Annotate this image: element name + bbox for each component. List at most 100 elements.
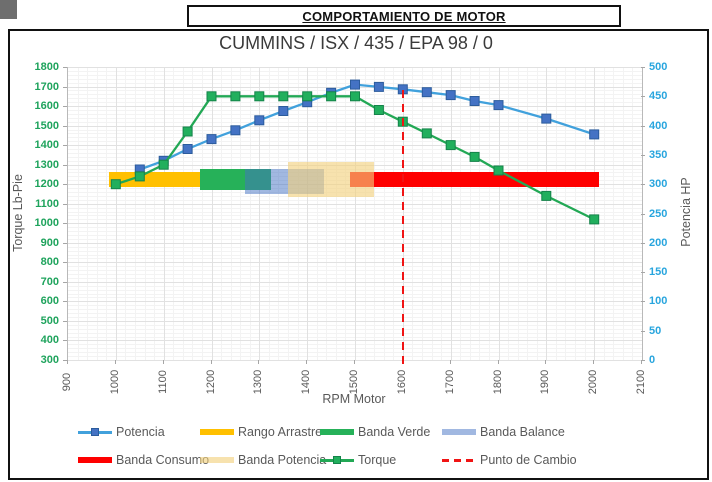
band-banda-consumo <box>350 171 599 188</box>
right-tick <box>641 184 645 186</box>
torque-marker <box>350 91 360 102</box>
right-tick <box>641 154 645 156</box>
potencia-marker <box>373 81 384 92</box>
torque-marker-swatch <box>333 456 341 464</box>
bottom-tick <box>210 360 212 364</box>
left-tick <box>63 262 67 264</box>
left-axis-tick-label: 1000 <box>34 217 59 230</box>
bottom-tick <box>306 360 308 364</box>
potencia-marker <box>493 100 504 111</box>
x-axis-tick-label: 1600 <box>395 369 408 395</box>
chart-title-box: COMPORTAMIENTO DE MOTOR <box>187 5 621 27</box>
legend-label: Torque <box>358 453 397 467</box>
x-axis-tick-label: 1300 <box>252 369 265 395</box>
left-axis-tick-label: 1100 <box>35 197 59 210</box>
x-axis-tick-label: 1200 <box>204 369 217 395</box>
left-axis-tick-label: 1400 <box>34 139 59 152</box>
right-axis-tick-label: 400 <box>649 119 668 132</box>
legend-label: Punto de Cambio <box>480 453 577 467</box>
legend-swatch <box>442 426 476 438</box>
torque-marker <box>445 140 456 151</box>
torque-marker <box>254 91 265 102</box>
torque-marker <box>134 171 145 182</box>
band-swatch <box>200 429 234 435</box>
left-axis-tick-label: 900 <box>40 236 59 249</box>
right-axis-tick-label: 0 <box>649 354 656 366</box>
potencia-marker <box>182 144 193 154</box>
major-gridline-h <box>68 360 642 361</box>
legend-label: Banda Consumo <box>116 453 210 467</box>
band-swatch <box>320 429 354 435</box>
left-tick <box>63 203 67 205</box>
torque-marker <box>469 151 480 162</box>
window-corner-block <box>0 0 17 19</box>
torque-marker <box>278 91 289 102</box>
torque-marker <box>421 128 432 139</box>
left-tick <box>63 242 67 244</box>
x-axis-tick-label: 1100 <box>156 370 169 394</box>
torque-marker <box>158 159 169 170</box>
chart-title: COMPORTAMIENTO DE MOTOR <box>302 8 506 24</box>
torque-marker <box>302 91 313 102</box>
right-axis-tick-label: 450 <box>649 90 668 103</box>
bottom-tick <box>67 360 68 364</box>
left-axis-tick-label: 800 <box>40 256 59 269</box>
band-swatch <box>442 429 476 435</box>
x-axis-title: RPM Motor <box>322 392 386 406</box>
right-axis-tick-label: 200 <box>649 236 668 249</box>
legend-item-banda-balance: Banda Balance <box>442 423 565 441</box>
bottom-tick <box>545 360 547 364</box>
torque-line <box>115 95 595 221</box>
left-tick <box>63 320 67 322</box>
legend-swatch <box>78 454 112 466</box>
torque-marker <box>589 214 600 225</box>
left-axis-tick-label: 1200 <box>34 178 59 191</box>
right-axis-tick-label: 150 <box>649 266 668 279</box>
potencia-marker <box>541 113 552 124</box>
legend-swatch <box>320 454 354 466</box>
legend-swatch <box>78 426 112 438</box>
left-tick <box>63 125 67 127</box>
band-rango-arrastre <box>108 171 200 188</box>
potencia-marker <box>350 79 360 90</box>
potencia-marker-swatch <box>91 428 99 436</box>
bottom-tick <box>497 360 499 364</box>
right-tick <box>641 360 645 361</box>
right-axis-tick-label: 100 <box>649 295 668 308</box>
legend-label: Rango Arrastre <box>238 425 323 439</box>
legend-swatch <box>200 454 234 466</box>
dash-swatch <box>442 458 476 462</box>
x-axis-tick-label: 1000 <box>108 369 121 395</box>
engine-subtitle: CUMMINS / ISX / 435 / EPA 98 / 0 <box>219 33 493 53</box>
legend-item-potencia: Potencia <box>78 423 165 441</box>
left-axis-tick-label: 1700 <box>34 80 59 93</box>
right-tick <box>641 272 645 274</box>
potencia-marker <box>230 125 241 136</box>
left-tick <box>63 86 67 88</box>
legend-swatch <box>200 426 234 438</box>
legend-item-banda-consumo: Banda Consumo <box>78 451 209 469</box>
legend-label: Potencia <box>116 425 165 439</box>
series-layer <box>110 79 600 225</box>
torque-marker <box>230 91 241 102</box>
torque-marker <box>110 179 121 190</box>
right-tick <box>641 301 645 303</box>
torque-marker <box>206 91 217 102</box>
legend-item-banda-potencia: Banda Potencia <box>200 451 326 469</box>
right-axis-tick-label: 500 <box>649 61 668 73</box>
bottom-tick <box>354 360 355 364</box>
right-axis-tick-label: 250 <box>649 207 668 220</box>
x-axis-tick-label: 1700 <box>443 369 456 395</box>
band-banda-potencia <box>288 161 375 197</box>
right-tick <box>641 96 645 98</box>
left-tick <box>63 106 67 108</box>
left-tick <box>63 164 67 166</box>
x-axis-tick-label: 1900 <box>539 369 552 395</box>
left-tick <box>63 301 67 303</box>
x-axis-tick-label: 2000 <box>587 369 600 395</box>
legend-item-torque: Torque <box>320 451 396 469</box>
x-axis-tick-label: 900 <box>61 372 73 392</box>
potencia-marker <box>254 115 265 126</box>
left-tick <box>63 281 67 283</box>
legend-swatch <box>320 426 354 438</box>
